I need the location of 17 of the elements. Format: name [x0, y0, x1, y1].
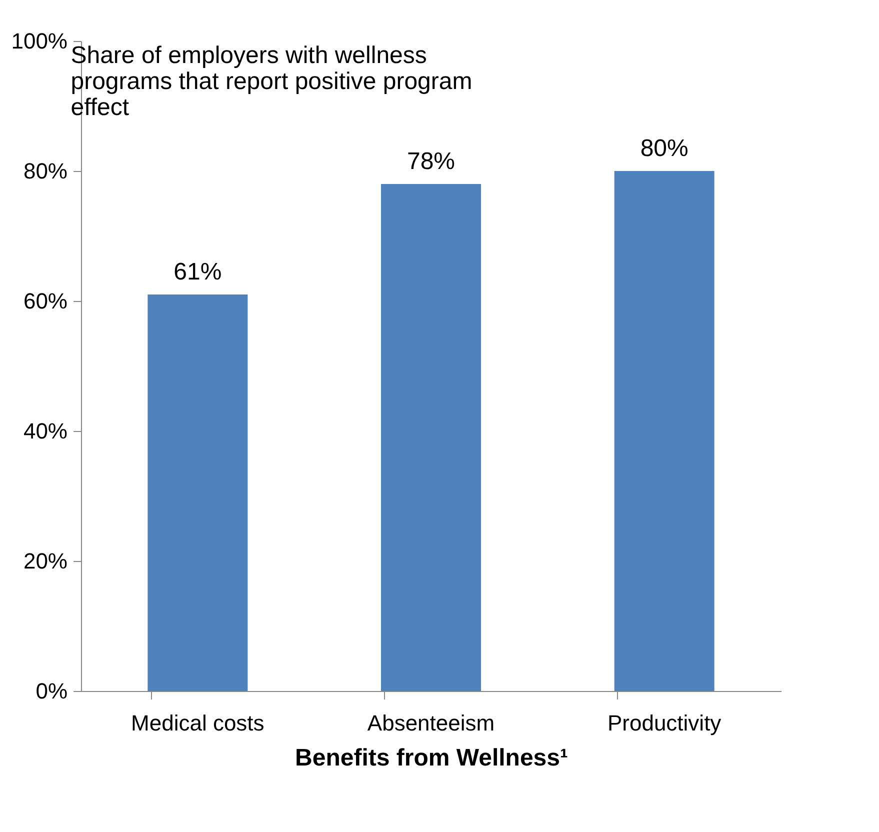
y-tick-label: 40%	[23, 418, 68, 444]
data-label: 61%	[174, 258, 222, 286]
y-tick-label: 80%	[23, 158, 68, 184]
data-label: 80%	[640, 135, 688, 162]
y-tick-label: 0%	[36, 678, 68, 704]
y-tick-label: 100%	[11, 28, 68, 54]
x-tick-label: Absenteeism	[367, 710, 495, 736]
x-tick-label: Productivity	[607, 710, 722, 736]
y-tick-label: 60%	[23, 288, 68, 314]
y-tick-label: 20%	[23, 548, 68, 574]
x-tick-label: Medical costs	[131, 710, 264, 736]
bar	[614, 171, 714, 691]
data-label: 78%	[406, 148, 456, 175]
text: Share of employers with wellness programs that report positive program effect	[70, 42, 472, 121]
bar	[381, 184, 481, 691]
x-axis-title: Benefits from Wellness¹	[295, 744, 568, 772]
bar	[148, 294, 248, 691]
